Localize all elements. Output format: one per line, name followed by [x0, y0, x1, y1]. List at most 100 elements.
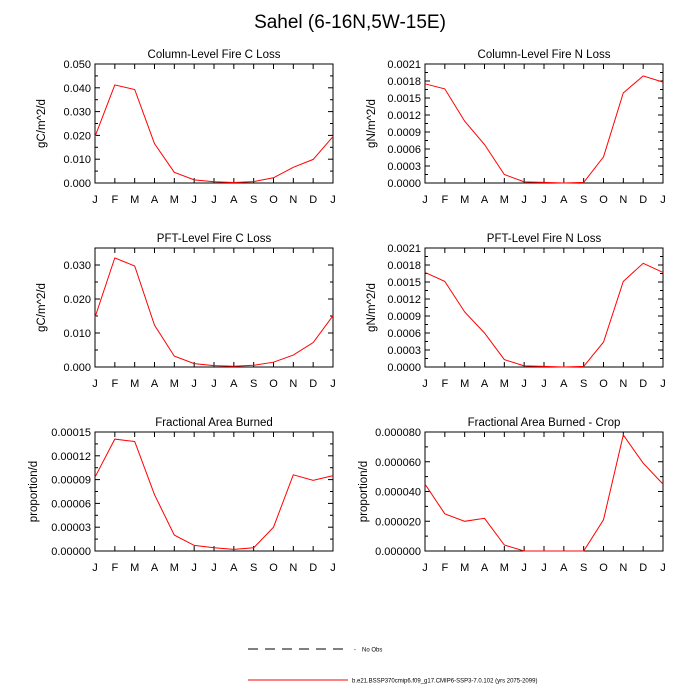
y-tick-label: 0.010: [63, 328, 91, 340]
y-tick-label: 0.010: [63, 154, 91, 166]
legend-model-label: b.e21.BSSP370cmip6.f09_g17.CMIP6-SSP3-7.…: [352, 679, 537, 685]
chart-2: Column-Level Fire N Loss 0.0000 0.0003 0.00…: [366, 49, 666, 206]
x-tick-label: A: [230, 562, 238, 574]
y-tick-label: 0.0009: [387, 311, 421, 323]
x-tick-label: A: [481, 562, 489, 574]
x-tick-label: J: [521, 378, 527, 390]
x-tick-label: F: [111, 378, 118, 390]
x-tick-label: J: [330, 562, 336, 574]
x-tick-label: J: [92, 378, 98, 390]
y-tick-label: 0.00012: [51, 451, 91, 463]
y-tick-label: 0.050: [63, 59, 91, 71]
x-tick-label: M: [500, 194, 509, 206]
y-tick-label: 0.0012: [387, 110, 421, 122]
x-tick-label: D: [639, 378, 647, 390]
y-tick-label: 0.000060: [375, 457, 421, 469]
y-tick-label: 0.00009: [51, 475, 91, 487]
x-tick-label: O: [599, 194, 608, 206]
chart-1: Column-Level Fire C Loss 0.000 0.010 0.020 0…: [36, 49, 336, 206]
y-tick-label: 0.000: [63, 362, 91, 374]
x-tick-label: J: [541, 194, 547, 206]
x-tick-label: J: [191, 194, 197, 206]
y-tick-label: 0.0006: [387, 328, 421, 340]
chart-title: PFT-Level Fire C Loss: [157, 233, 272, 245]
x-tick-label: J: [660, 562, 666, 574]
x-tick-label: A: [560, 378, 568, 390]
y-tick-label: 0.00006: [51, 498, 91, 510]
x-tick-label: S: [250, 378, 257, 390]
x-tick-label: J: [541, 562, 547, 574]
chart-title: Column-Level Fire N Loss: [478, 49, 611, 61]
y-tick-label: 0.0003: [387, 161, 421, 173]
series-line: [94, 84, 334, 184]
chart-3: PFT-Level Fire C Loss 0.000 0.010 0.020 0.03…: [36, 233, 336, 390]
y-tick-label: 0.0015: [387, 93, 421, 105]
chart-5: Fractional Area Burned 0.00000 0.00003 0.00…: [28, 417, 336, 574]
x-tick-label: N: [289, 378, 297, 390]
series-line: [424, 75, 664, 184]
chart-6: Fractional Area Burned - Crop 0.000000 0.0…: [358, 417, 666, 574]
x-tick-label: S: [580, 194, 587, 206]
x-tick-label: O: [269, 562, 278, 574]
y-axis-label: gC/m^2/d: [36, 283, 48, 332]
y-axis-label: gN/m^2/d: [366, 283, 378, 332]
y-tick-label: 0.0021: [387, 243, 421, 255]
x-tick-label: A: [230, 194, 238, 206]
x-tick-label: F: [111, 562, 118, 574]
series-line: [424, 262, 664, 368]
y-tick-label: 0.00015: [51, 427, 91, 439]
x-tick-label: M: [170, 378, 179, 390]
x-tick-label: O: [599, 562, 608, 574]
x-tick-label: J: [92, 194, 98, 206]
x-tick-label: F: [111, 194, 118, 206]
x-tick-label: M: [170, 194, 179, 206]
x-tick-label: M: [500, 562, 509, 574]
x-tick-label: S: [250, 194, 257, 206]
x-tick-label: J: [330, 194, 336, 206]
y-tick-label: 0.0009: [387, 127, 421, 139]
legend-no-obs-dash: -: [354, 648, 356, 654]
x-tick-label: D: [309, 378, 317, 390]
y-tick-label: 0.000: [63, 178, 91, 190]
y-tick-label: 0.040: [63, 83, 91, 95]
y-tick-label: 0.000080: [375, 427, 421, 439]
x-tick-label: M: [460, 562, 469, 574]
chart-title: PFT-Level Fire N Loss: [487, 233, 602, 245]
x-tick-label: S: [580, 378, 587, 390]
chart-title: Fractional Area Burned - Crop: [468, 417, 621, 429]
series-line: [94, 257, 334, 367]
x-tick-label: J: [422, 378, 428, 390]
x-tick-label: M: [500, 378, 509, 390]
x-tick-label: J: [211, 562, 217, 574]
x-tick-label: A: [481, 378, 489, 390]
y-tick-label: 0.00000: [51, 546, 91, 558]
x-tick-label: N: [619, 194, 627, 206]
y-tick-label: 0.0018: [387, 76, 421, 88]
x-tick-label: S: [250, 562, 257, 574]
y-tick-label: 0.0012: [387, 294, 421, 306]
y-tick-label: 0.0015: [387, 277, 421, 289]
y-tick-label: 0.0000: [387, 178, 421, 190]
y-tick-label: 0.0021: [387, 59, 421, 71]
x-tick-label: J: [191, 562, 197, 574]
chart-4: PFT-Level Fire N Loss 0.0000 0.0003 0.0006 0…: [366, 233, 666, 390]
x-tick-label: A: [151, 378, 159, 390]
y-tick-label: 0.030: [63, 260, 91, 272]
y-axis-label: proportion/d: [28, 461, 40, 522]
x-tick-label: J: [422, 194, 428, 206]
x-tick-label: O: [599, 378, 608, 390]
y-tick-label: 0.020: [63, 294, 91, 306]
x-tick-label: M: [170, 562, 179, 574]
x-tick-label: N: [289, 562, 297, 574]
y-tick-label: 0.030: [63, 107, 91, 119]
y-tick-label: 0.000020: [375, 516, 421, 528]
x-tick-label: J: [422, 562, 428, 574]
x-tick-label: J: [521, 194, 527, 206]
y-axis-label: proportion/d: [358, 461, 370, 522]
x-tick-label: J: [92, 562, 98, 574]
chart-title: Column-Level Fire C Loss: [148, 49, 281, 61]
x-tick-label: N: [289, 194, 297, 206]
x-tick-label: N: [619, 562, 627, 574]
x-tick-label: D: [309, 194, 317, 206]
